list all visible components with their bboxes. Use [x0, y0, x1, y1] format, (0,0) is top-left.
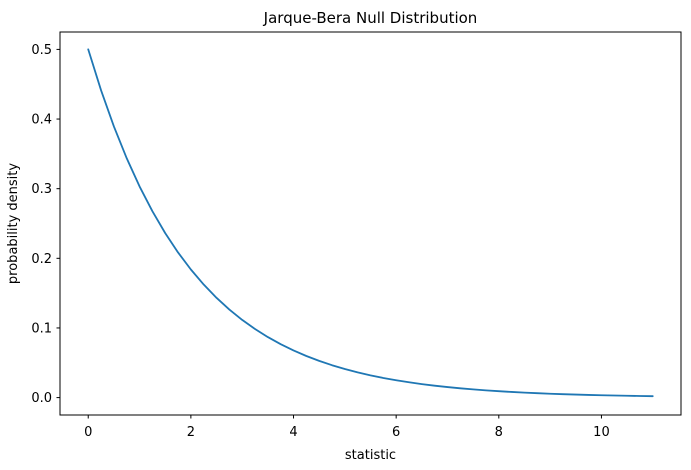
x-tick-label: 0	[84, 425, 92, 440]
y-tick-label: 0.1	[31, 321, 52, 336]
x-axis-ticks: 0 2 4 6 8 10	[84, 415, 610, 440]
x-tick-label: 8	[495, 425, 503, 440]
y-tick-label: 0.4	[31, 113, 52, 128]
y-tick-label: 0.0	[31, 391, 52, 406]
x-tick-label: 4	[289, 425, 297, 440]
chart-title: Jarque-Bera Null Distribution	[263, 9, 478, 27]
y-axis-label: probability density	[6, 163, 21, 284]
axes-spines	[59, 31, 682, 416]
x-tick-label: 6	[392, 425, 400, 440]
x-tick-label: 2	[187, 425, 195, 440]
density-curve	[87, 48, 654, 398]
y-axis-ticks: 0.0 0.1 0.2 0.3 0.4 0.5	[31, 43, 60, 406]
y-tick-label: 0.3	[31, 182, 52, 197]
x-tick-label: 10	[593, 425, 610, 440]
y-tick-label: 0.5	[31, 43, 52, 58]
plot-area	[60, 32, 681, 415]
y-tick-label: 0.2	[31, 252, 52, 267]
x-axis-label: statistic	[345, 448, 396, 463]
series-group	[87, 48, 654, 398]
